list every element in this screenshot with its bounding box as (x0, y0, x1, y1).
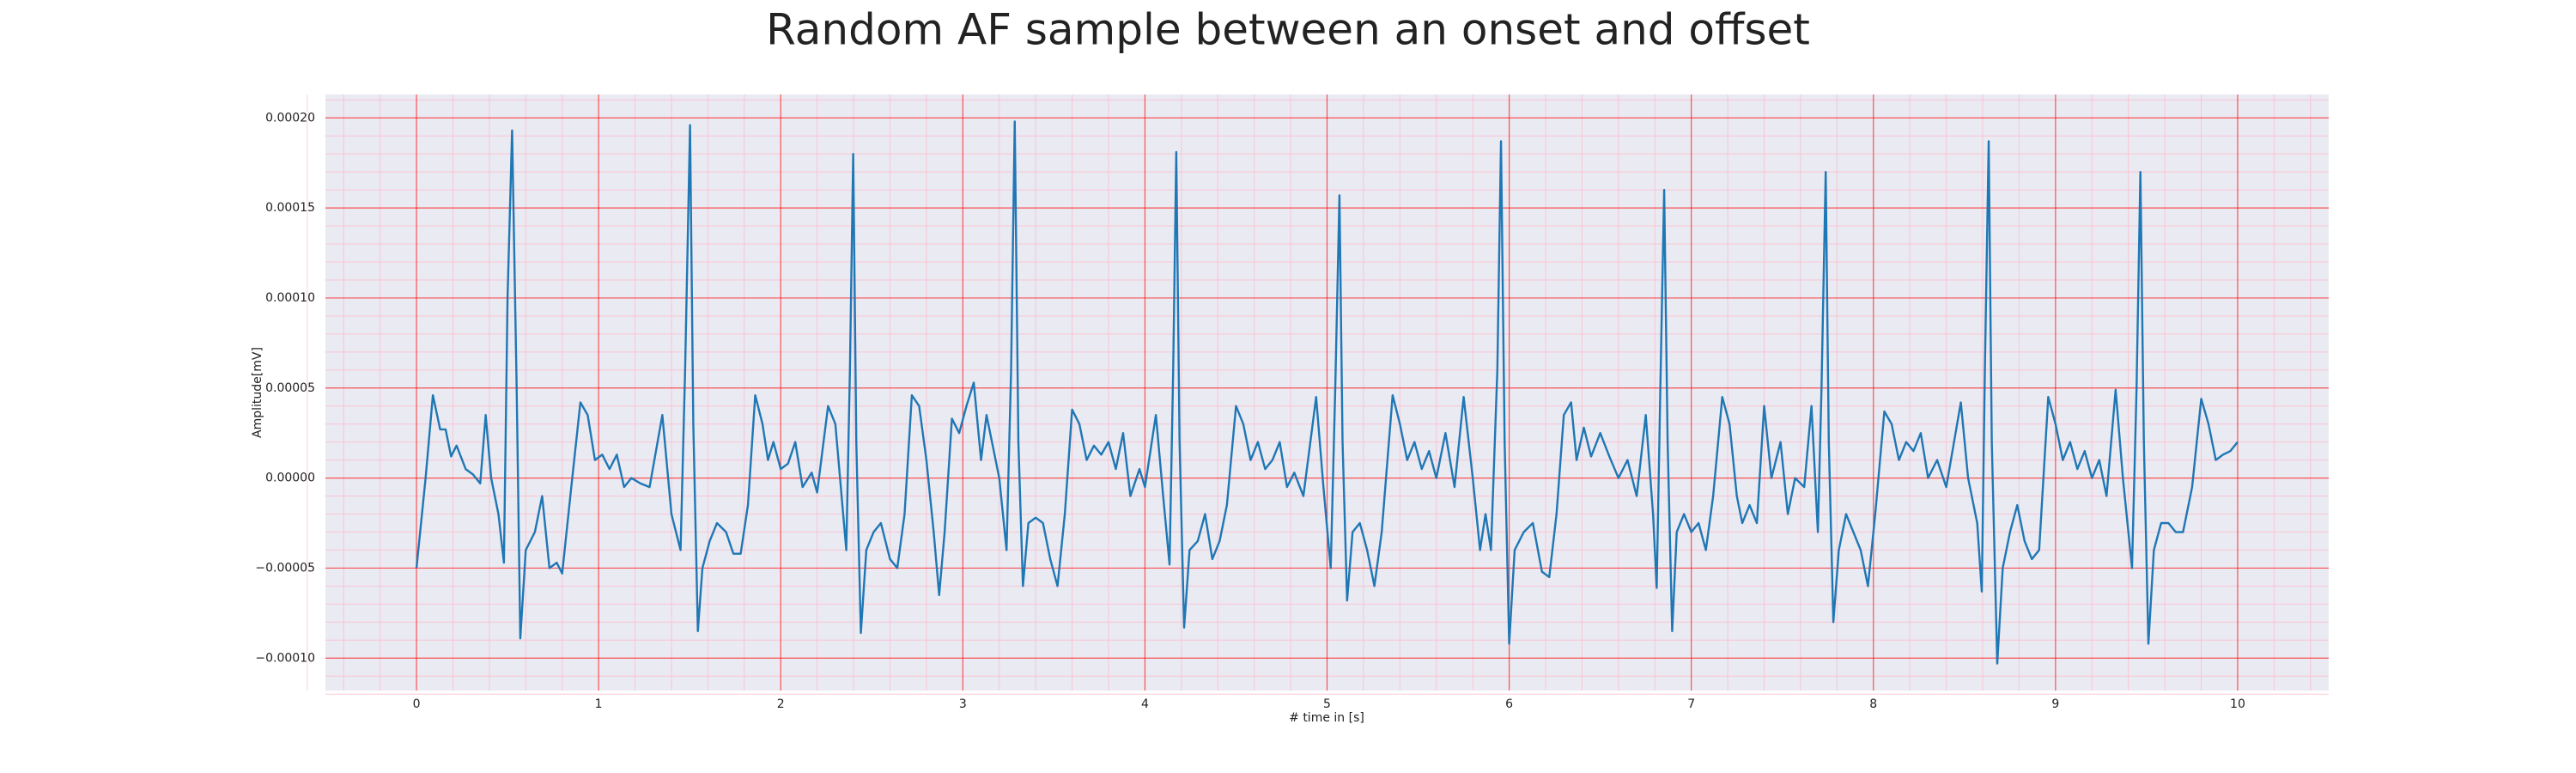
x-tick-label: 3 (959, 697, 967, 711)
x-tick-label: 1 (595, 697, 603, 711)
y-tick-label: 0.00020 (265, 111, 315, 125)
signal-line (415, 120, 2239, 665)
x-tick-label: 6 (1505, 697, 1513, 711)
y-tick-label: −0.00010 (255, 651, 315, 665)
y-tick-label: 0.00000 (265, 472, 315, 485)
tick-labels: 0 1 2 3 4 5 6 7 8 9 10 −0.00010 −0.00005 0.00000 0.000… (255, 111, 2245, 711)
x-tick-label: 2 (777, 697, 785, 711)
x-tick-label: 8 (1869, 697, 1877, 711)
y-tick-label: 0.00010 (265, 291, 315, 305)
y-axis-label: Amplitude[mV] (251, 347, 264, 438)
x-axis-label: # time in [s] (1289, 711, 1364, 725)
x-tick-label: 4 (1141, 697, 1149, 711)
major-grid (325, 94, 2329, 691)
x-tick-label: 10 (2230, 697, 2245, 711)
x-tick-label: 7 (1687, 697, 1695, 711)
chart-title: Random AF sample between an onset and of… (766, 5, 1810, 55)
data-layer (415, 120, 2239, 665)
y-tick-label: 0.00005 (265, 381, 315, 395)
x-tick-label: 0 (413, 697, 421, 711)
y-tick-label: 0.00015 (265, 201, 315, 215)
x-tick-label: 5 (1323, 697, 1331, 711)
y-tick-label: −0.00005 (255, 561, 315, 575)
x-tick-label: 9 (2051, 697, 2059, 711)
